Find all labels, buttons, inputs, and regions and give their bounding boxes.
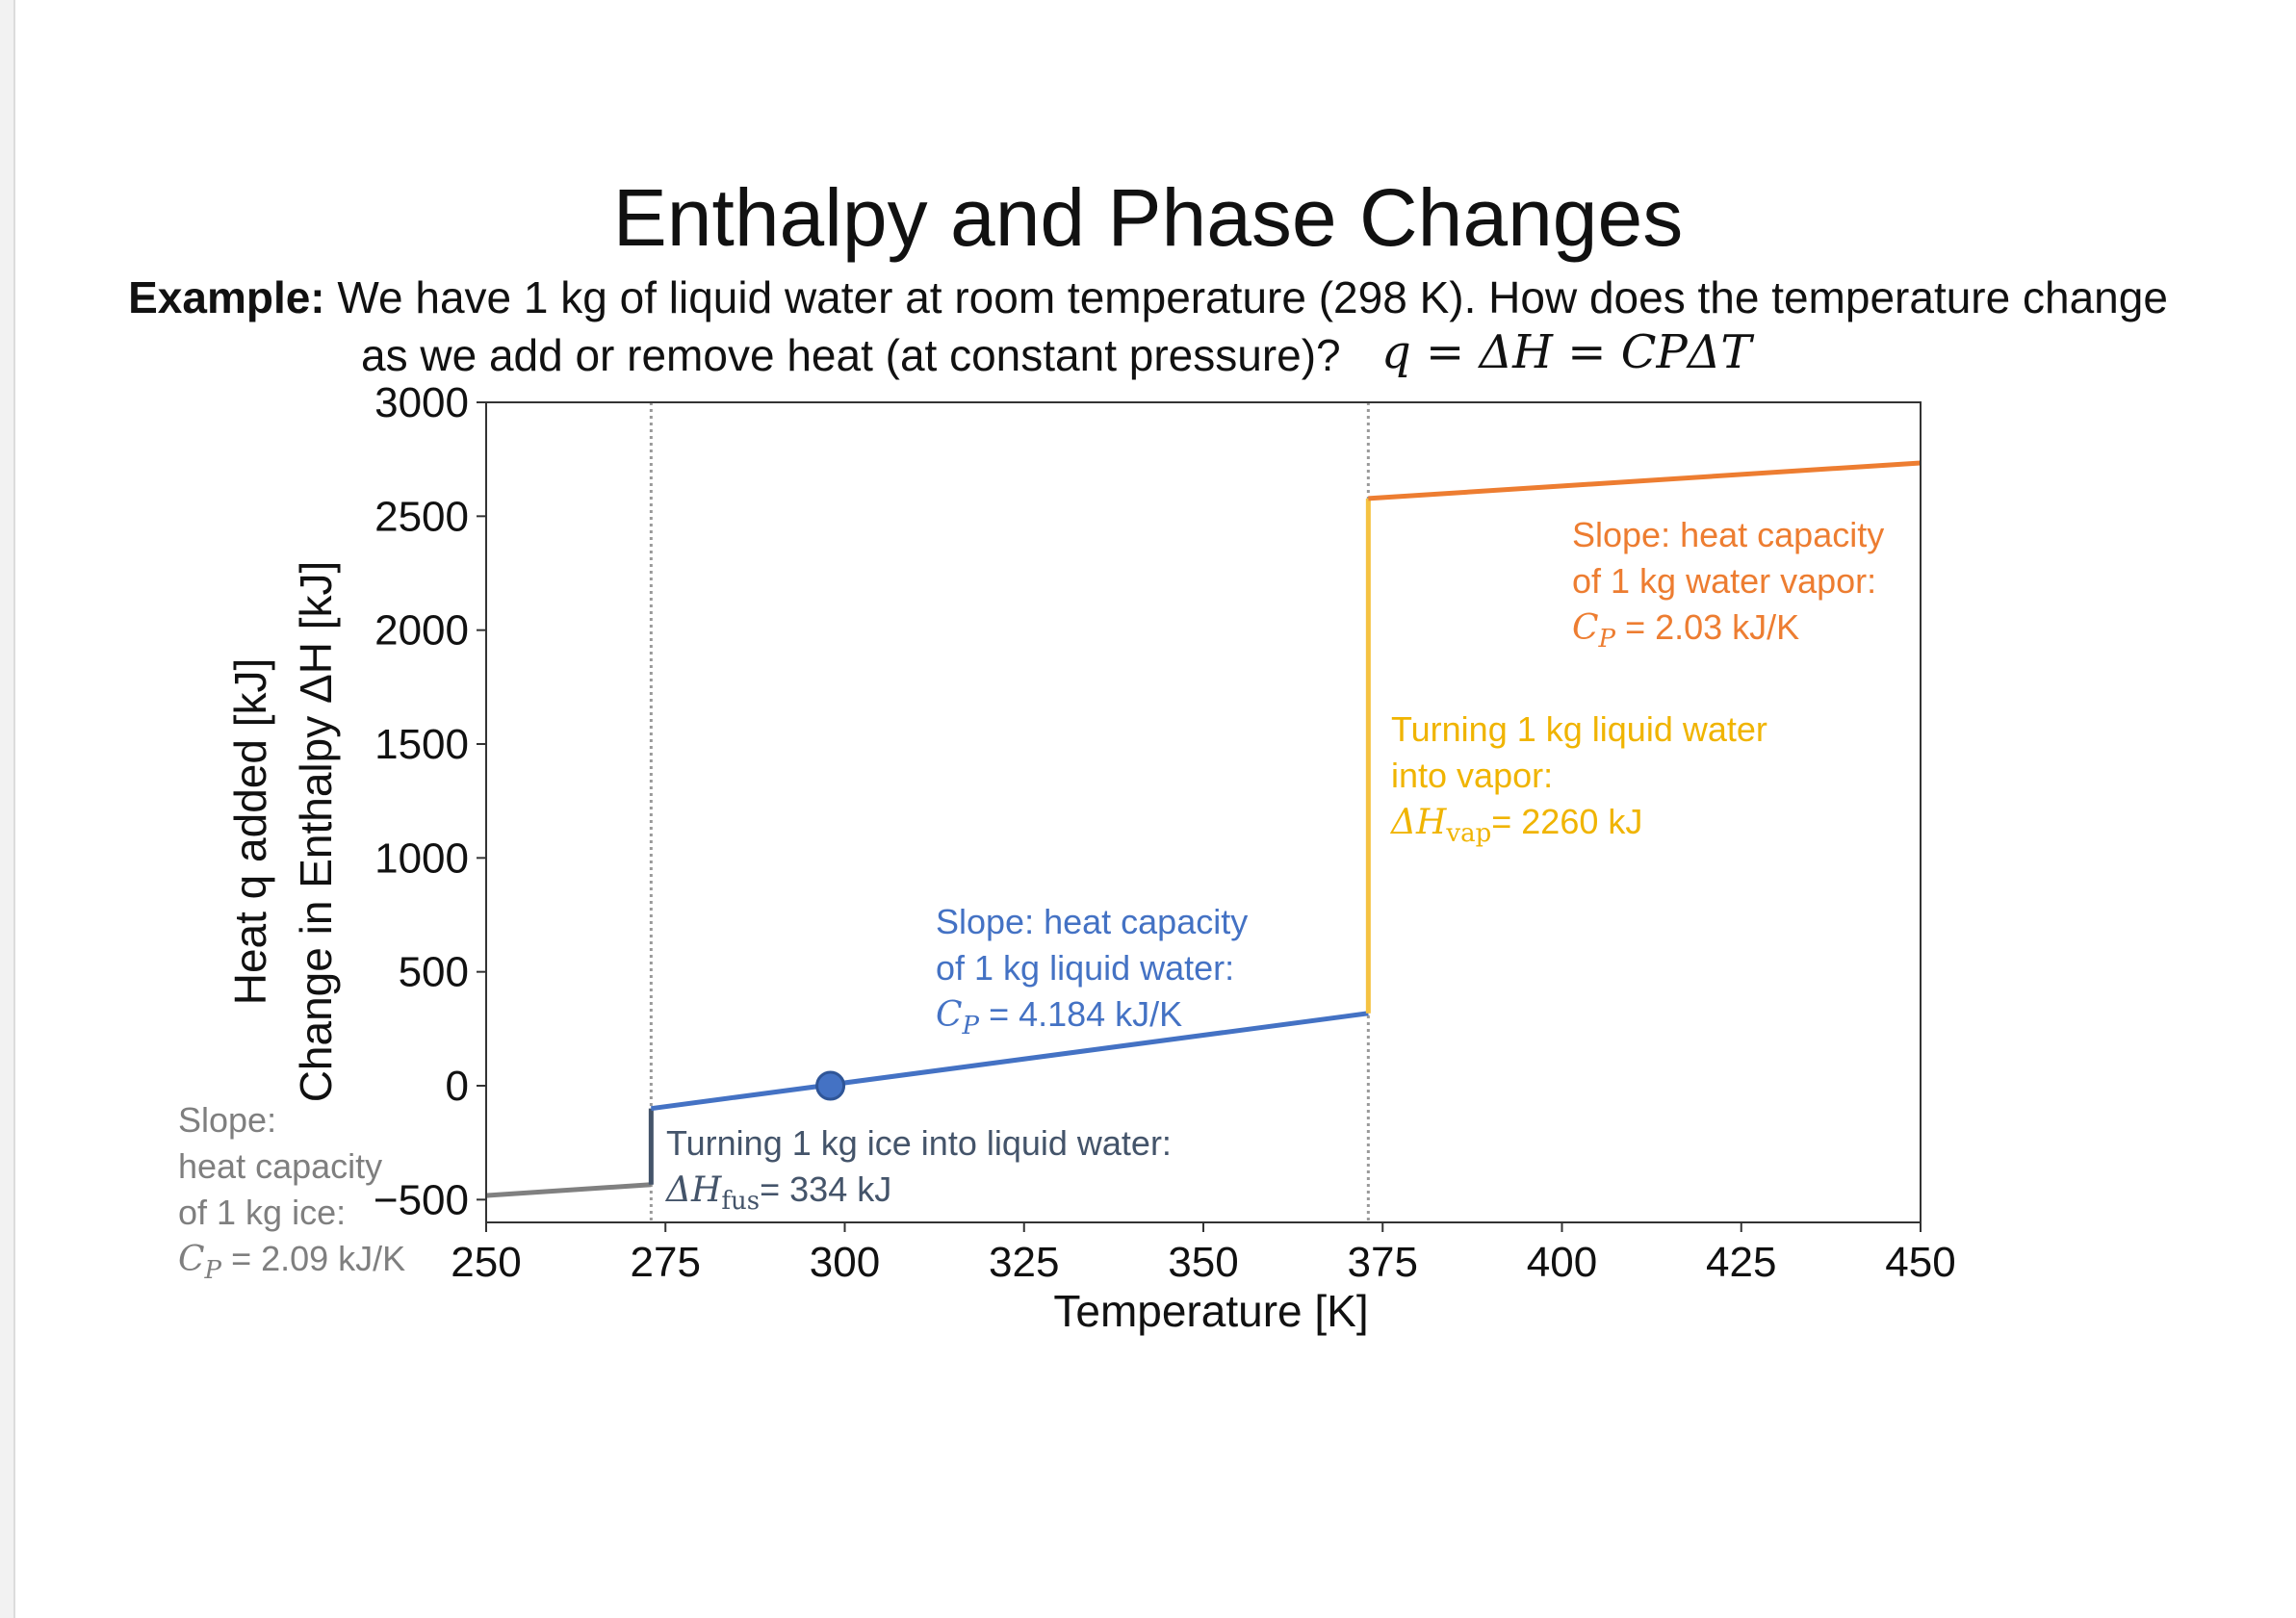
x-tick-label-400: 400 bbox=[1527, 1239, 1597, 1286]
annotation-vapor-line2: of 1 kg water vapor: bbox=[1572, 561, 1877, 601]
y-tick-label-0: 0 bbox=[446, 1063, 469, 1110]
annotation-vaporization: Turning 1 kg liquid water into vapor: ΔH… bbox=[1391, 706, 1767, 857]
y-tick-label-2000: 2000 bbox=[374, 607, 469, 655]
x-tick-label-275: 275 bbox=[631, 1239, 701, 1286]
x-tick-label-350: 350 bbox=[1168, 1239, 1238, 1286]
example-text-line2: as we add or remove heat (at constant pr… bbox=[361, 330, 1341, 380]
annotation-fusion-dh: ΔHfus= 334 kJ bbox=[666, 1167, 1172, 1224]
annotation-fusion-line1: Turning 1 kg ice into liquid water: bbox=[666, 1123, 1172, 1163]
cp-value: = 4.184 kJ/K bbox=[989, 994, 1183, 1034]
dh-value: = 334 kJ bbox=[760, 1169, 892, 1209]
y-axis-label-line2: Change in Enthalpy ΔH [kJ] bbox=[291, 561, 341, 1103]
annotation-ice-line1: Slope: bbox=[178, 1100, 277, 1140]
dh-symbol: ΔH bbox=[666, 1170, 722, 1210]
y-tick-label-3000: 3000 bbox=[374, 379, 469, 426]
y-tick-label--500: −500 bbox=[374, 1176, 469, 1223]
x-tick-label-450: 450 bbox=[1885, 1239, 1955, 1286]
enthalpy-formula: q = ΔH = CPΔT bbox=[1381, 325, 1752, 379]
dh-value: = 2260 kJ bbox=[1491, 802, 1643, 841]
x-tick-label-325: 325 bbox=[989, 1239, 1059, 1286]
y-tick-label-1000: 1000 bbox=[374, 835, 469, 882]
annotation-ice: Slope: heat capacity of 1 kg ice: CP = 2… bbox=[178, 1097, 405, 1294]
annotation-ice-cp: CP = 2.09 kJ/K bbox=[178, 1236, 405, 1294]
annotation-vaporization-line1: Turning 1 kg liquid water bbox=[1391, 709, 1767, 749]
cp-subscript: P bbox=[1598, 625, 1616, 655]
annotation-vaporization-line2: into vapor: bbox=[1391, 756, 1554, 795]
cp-value: = 2.03 kJ/K bbox=[1625, 607, 1800, 647]
annotation-liquid-cp: CP = 4.184 kJ/K bbox=[936, 991, 1248, 1049]
cp-symbol: C bbox=[1572, 608, 1599, 648]
annotation-liquid: Slope: heat capacity of 1 kg liquid wate… bbox=[936, 899, 1248, 1049]
annotation-vaporization-dh: ΔHvap= 2260 kJ bbox=[1391, 799, 1767, 857]
cp-symbol: C bbox=[936, 995, 963, 1035]
series-line-1 bbox=[485, 1182, 652, 1198]
example-question: We have 1 kg of liquid water at room tem… bbox=[337, 272, 2168, 322]
series-line-5 bbox=[1368, 460, 1922, 501]
y-tick-label-1500: 1500 bbox=[374, 721, 469, 768]
x-tick-label-425: 425 bbox=[1706, 1239, 1776, 1286]
annotation-vapor-cp: CP = 2.03 kJ/K bbox=[1572, 604, 1884, 662]
annotation-ice-line2: heat capacity bbox=[178, 1146, 383, 1186]
cp-value: = 2.09 kJ/K bbox=[231, 1239, 406, 1278]
annotation-ice-line3: of 1 kg ice: bbox=[178, 1193, 347, 1232]
y-tick-label-2500: 2500 bbox=[374, 493, 469, 540]
series-line-3 bbox=[651, 1011, 1369, 1112]
page-edge bbox=[0, 0, 15, 1618]
x-axis-label: Temperature [K] bbox=[1053, 1286, 1368, 1336]
annotation-vapor: Slope: heat capacity of 1 kg water vapor… bbox=[1572, 512, 1884, 662]
dh-subscript: fus bbox=[721, 1187, 761, 1217]
x-tick-label-375: 375 bbox=[1348, 1239, 1418, 1286]
x-tick-label-300: 300 bbox=[810, 1239, 880, 1286]
dh-subscript: vap bbox=[1446, 819, 1492, 849]
room-temperature-point bbox=[815, 1070, 846, 1101]
annotation-vapor-line1: Slope: heat capacity bbox=[1572, 515, 1885, 554]
cp-symbol: C bbox=[178, 1240, 205, 1279]
annotation-liquid-line2: of 1 kg liquid water: bbox=[936, 948, 1235, 988]
y-tick-label-500: 500 bbox=[399, 949, 469, 996]
cp-subscript: P bbox=[204, 1256, 222, 1286]
example-text-line1: Example: We have 1 kg of liquid water at… bbox=[0, 271, 2296, 323]
cp-subscript: P bbox=[962, 1012, 980, 1041]
annotation-fusion: Turning 1 kg ice into liquid water: ΔHfu… bbox=[666, 1120, 1172, 1224]
page-title: Enthalpy and Phase Changes bbox=[612, 172, 1684, 263]
annotation-liquid-line1: Slope: heat capacity bbox=[936, 902, 1249, 941]
y-axis-label-line1: Heat q added [kJ] bbox=[225, 658, 275, 1006]
example-label: Example: bbox=[128, 272, 325, 322]
dh-symbol: ΔH bbox=[1391, 803, 1447, 842]
x-tick-label-250: 250 bbox=[451, 1239, 521, 1286]
